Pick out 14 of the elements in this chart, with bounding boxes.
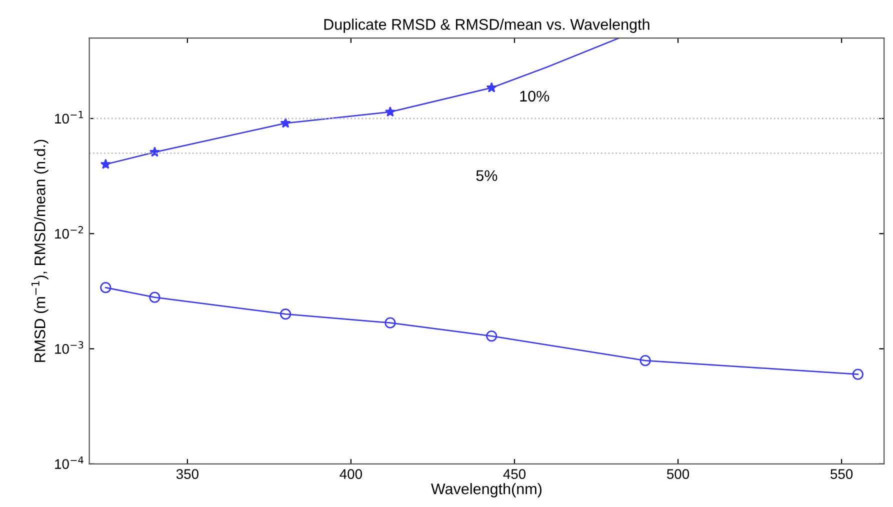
x-tick-label: 350 [176,469,198,479]
y-axis-title: RMSD (m$^{−1}$), RMSD/mean (n.d.) [32,140,48,362]
y-tick-label: 10$^{−1}$ [55,111,84,124]
x-tick-label: 500 [666,469,690,479]
chart-title: Duplicate RMSD & RMSD/mean vs. Wavelength [324,18,650,33]
ref-line-label: 5% [476,170,498,182]
y-tick-label: 10$^{−4}$ [55,456,84,469]
x-tick-label: 450 [503,469,526,479]
y-tick-label: 10$^{−2}$ [55,226,83,239]
x-tick-label: 550 [830,469,853,479]
y-tick-label: 10$^{−3}$ [55,341,84,354]
ref-line-label: 10% [520,90,550,102]
x-tick-label: 400 [340,469,362,479]
x-axis-title: Wavelength(nm) [431,483,542,498]
